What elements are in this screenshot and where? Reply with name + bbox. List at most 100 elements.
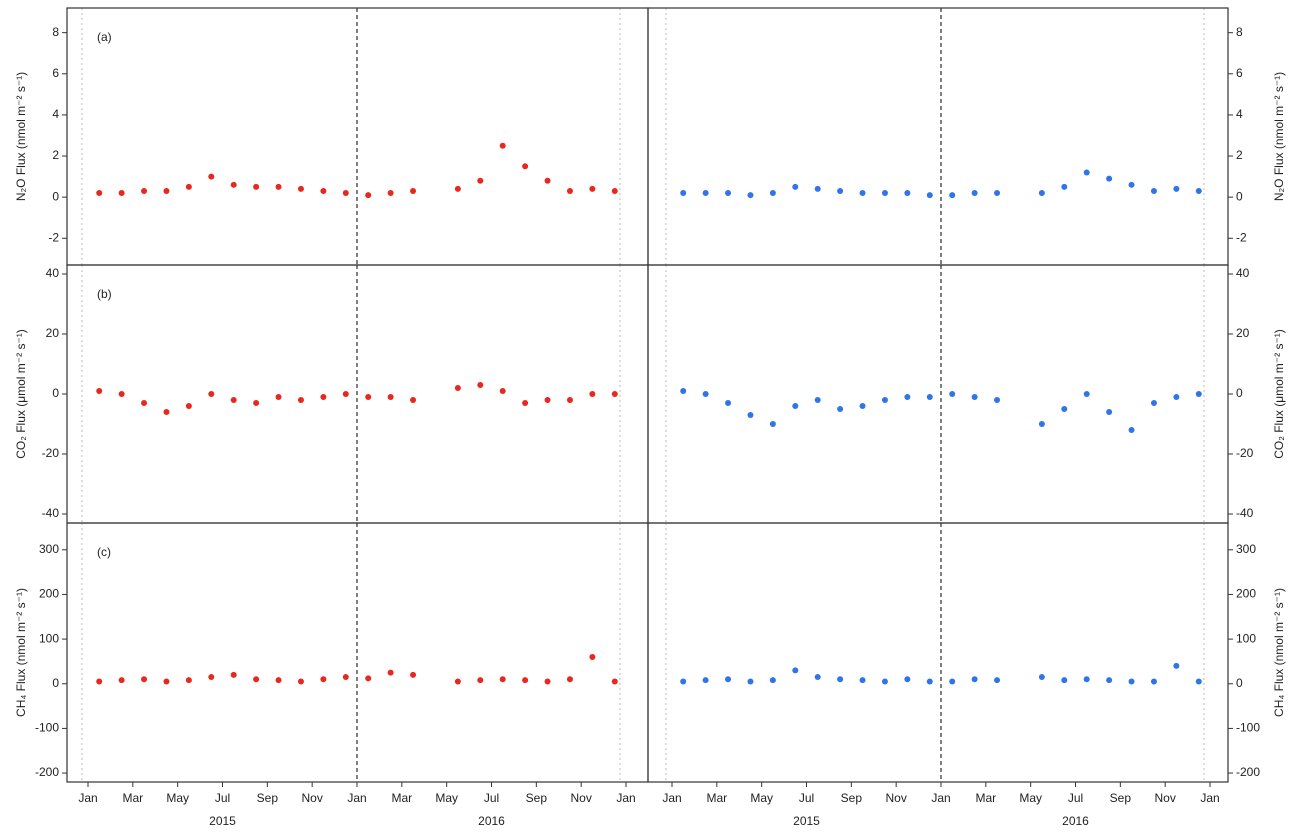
data-point [1150,400,1157,406]
data-point [320,187,327,194]
data-point [185,403,192,409]
x-tick-label: Mar [706,791,727,805]
data-point [1128,427,1135,433]
data-point [589,653,596,660]
data-point [971,394,978,400]
x-tick-label: Jul [484,791,499,805]
y-tick-label: -20 [1236,446,1254,460]
data-point [1173,394,1180,400]
y-tick-label: -100 [35,721,59,735]
data-point [365,192,372,199]
data-point [342,674,349,681]
data-point [994,190,1001,197]
data-point [837,676,844,683]
y-axis-label: CO₂ Flux (μmol m⁻² s⁻¹) [1272,329,1286,459]
data-point [1106,175,1113,182]
x-tick-label: Nov [1154,791,1175,805]
data-point [342,190,349,197]
y-tick-label: 0 [52,386,59,400]
x-tick-label: May [435,791,458,805]
data-point [792,183,799,190]
y-tick-label: -40 [1236,506,1254,520]
data-point [454,185,461,192]
data-point [297,678,304,685]
y-tick-label: 2 [52,148,59,162]
data-point [769,677,776,684]
y-tick-label: 0 [1236,189,1243,203]
data-point [1106,409,1113,415]
data-point [163,409,170,415]
x-tick-label: Jul [1068,791,1083,805]
data-point [499,676,506,683]
data-point [253,183,260,190]
data-point [702,190,709,197]
data-point [680,190,687,197]
x-tick-label: Jan [1200,791,1219,805]
data-point [926,192,933,199]
year-label: 2016 [478,814,505,828]
data-point [1150,187,1157,194]
x-tick-label: Jul [215,791,230,805]
y-tick-label: 200 [1236,587,1256,601]
y-tick-label: 300 [39,542,59,556]
data-point [837,406,844,412]
data-point [725,676,732,683]
y-axis-label: N₂O Flux (nmol m⁻² s⁻¹) [1272,72,1286,201]
y-tick-label: 4 [52,107,59,121]
data-point [275,394,282,400]
data-point [1061,406,1068,412]
data-point [926,678,933,685]
data-point [702,677,709,684]
data-point [387,669,394,676]
data-point [589,391,596,397]
y-tick-label: 6 [52,66,59,80]
y-tick-label: 2 [1236,148,1243,162]
data-point [971,676,978,683]
data-point [454,385,461,391]
data-point [1038,674,1045,681]
panel-frame [647,264,1229,524]
data-point [769,421,776,427]
data-point [141,187,148,194]
panel-frame [647,7,1229,266]
y-tick-label: -2 [48,230,59,244]
y-tick-label: 20 [1236,326,1250,340]
data-point [208,391,215,397]
data-point [410,397,417,403]
y-tick-label: -40 [42,506,60,520]
panel-label: (b) [97,287,112,301]
data-point [499,142,506,149]
data-point [566,397,573,403]
data-point [1083,676,1090,683]
data-point [253,676,260,683]
x-tick-label: Mar [391,791,412,805]
data-point [566,187,573,194]
data-point [792,667,799,674]
x-tick-label: Jan [78,791,97,805]
data-point [904,676,911,683]
data-point [994,677,1001,684]
y-axis-label: CO₂ Flux (μmol m⁻² s⁻¹) [14,329,28,459]
x-tick-label: Sep [1110,791,1132,805]
data-point [1061,183,1068,190]
data-point [994,397,1001,403]
data-point [881,190,888,197]
data-point [881,397,888,403]
data-point [477,177,484,184]
data-point [118,391,125,397]
panel-label: (c) [97,545,111,559]
data-point [163,678,170,685]
data-point [904,394,911,400]
data-point [410,671,417,678]
data-point [141,400,148,406]
data-point [747,192,754,199]
data-point [949,192,956,199]
y-tick-label: -20 [42,446,60,460]
y-tick-label: -100 [1236,721,1260,735]
x-tick-label: Sep [526,791,548,805]
data-point [118,190,125,197]
year-label: 2015 [793,814,820,828]
y-axis-label: CH₄ Flux (nmol m⁻² s⁻¹) [14,588,28,717]
